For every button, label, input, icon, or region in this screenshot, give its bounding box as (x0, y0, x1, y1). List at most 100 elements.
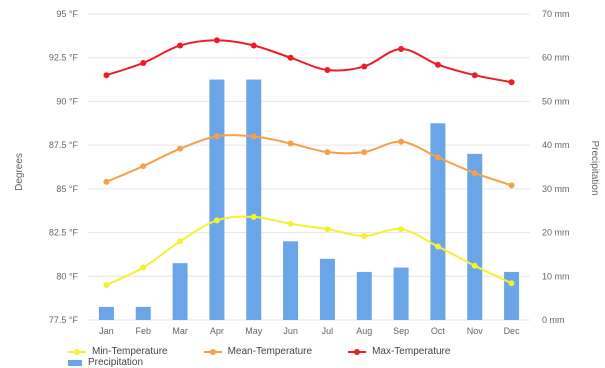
precipitation-bar (430, 123, 446, 321)
precipitation-bar (504, 271, 520, 320)
y-left-tick-label: 90 °F (56, 96, 78, 106)
precipitation-bar (356, 271, 372, 320)
x-tick-label: Oct (431, 326, 446, 336)
precipitation-bar (319, 258, 335, 320)
y-left-tick-label: 77.5 °F (49, 315, 79, 325)
legend: Min-Temperature Mean-Temperature Max-Tem… (68, 346, 588, 368)
min-temperature-point (213, 217, 220, 224)
y-right-tick-label: 0 mm (542, 315, 565, 325)
max-temperature-point (103, 72, 110, 79)
mean-temperature-point (508, 182, 515, 189)
min-temperature-point (508, 280, 515, 287)
min-temperature-point (361, 233, 368, 240)
min-temperature-point (287, 220, 294, 227)
y-right-tick-label: 10 mm (542, 271, 570, 281)
legend-precipitation[interactable]: Precipitation (68, 357, 143, 368)
x-tick-label: May (245, 326, 263, 336)
y-left-tick-label: 95 °F (56, 9, 78, 19)
precipitation-bar (467, 153, 483, 320)
x-tick-label: Jul (322, 326, 334, 336)
max-temperature-point (213, 37, 220, 44)
chart-canvas: 77.5 °F 0 mm 80 °F 10 mm 82.5 °F 20 mm 85 °F 30… (14, 9, 600, 336)
min-temperature-point (250, 213, 257, 220)
mean-temperature-point (324, 149, 331, 156)
max-temperature-point (140, 59, 147, 66)
precipitation-bar (283, 241, 299, 320)
y-left-title: Degrees (14, 153, 25, 191)
precipitation-bar (209, 79, 225, 320)
precipitation-bar (98, 306, 114, 320)
legend-label-max: Max-Temperature (372, 346, 451, 357)
legend-label-precip: Precipitation (88, 357, 144, 368)
y-right-tick-label: 40 mm (542, 140, 570, 150)
mean-temperature-point (250, 133, 257, 140)
max-temperature-point (361, 63, 368, 70)
min-temperature-point (324, 226, 331, 233)
gridlines (88, 13, 530, 321)
legend-label-mean: Mean-Temperature (227, 346, 313, 357)
y-right-tick-label: 70 mm (542, 9, 570, 19)
y-left-tick-label: 92.5 °F (49, 53, 79, 63)
max-temperature-point (287, 54, 294, 61)
max-temperature-point (508, 79, 515, 86)
precipitation-swatch-icon (68, 359, 82, 366)
min-temp-swatch-icon (68, 348, 86, 355)
mean-temperature-point (434, 154, 441, 161)
x-tick-label: Feb (135, 326, 151, 336)
precipitation-bar (246, 79, 262, 320)
y-right-tick-label: 50 mm (542, 96, 570, 106)
y-left-tick-label: 80 °F (56, 271, 78, 281)
mean-temp-swatch-icon (203, 348, 222, 355)
legend-max-temperature[interactable]: Max-Temperature (348, 346, 450, 357)
min-temperature-point (177, 238, 184, 245)
max-temperature-point (177, 42, 184, 49)
precipitation-bar (135, 306, 151, 320)
max-temperature-point (398, 45, 405, 52)
precipitation-bar (172, 263, 188, 320)
max-temperature-point (471, 72, 478, 79)
mean-temperature-point (213, 133, 220, 140)
mean-temperature-point (471, 170, 478, 177)
mean-temperature-point (177, 145, 184, 152)
y-left-tick-label: 82.5 °F (49, 228, 79, 238)
x-tick-label: Dec (504, 326, 521, 336)
min-temperature-point (471, 262, 478, 269)
mean-temperature-point (140, 163, 147, 170)
y-left-tick-label: 87.5 °F (49, 140, 79, 150)
precipitation-bar (393, 267, 409, 320)
x-tick-label: Mar (172, 326, 188, 336)
max-temperature-point (250, 42, 257, 49)
y-right-tick-label: 20 mm (542, 228, 570, 238)
x-tick-label: Nov (467, 326, 484, 336)
mean-temperature-line (106, 134, 512, 187)
x-tick-label: Apr (210, 326, 224, 336)
legend-label-min: Min-Temperature (92, 346, 168, 357)
min-temperature-point (434, 243, 441, 250)
x-tick-label: Jun (283, 326, 298, 336)
mean-temperature-point (361, 149, 368, 156)
min-temperature-point (398, 226, 405, 233)
max-temperature-point (434, 61, 441, 68)
axes: 77.5 °F 0 mm 80 °F 10 mm 82.5 °F 20 mm 85 °F 30… (49, 9, 570, 336)
x-tick-label: Aug (356, 326, 372, 336)
max-temperature-line (106, 39, 512, 84)
y-right-tick-label: 60 mm (542, 53, 570, 63)
x-tick-label: Sep (393, 326, 409, 336)
y-left-tick-label: 85 °F (56, 184, 78, 194)
y-right-title: Precipitation (589, 140, 600, 195)
legend-min-temperature[interactable]: Min-Temperature (68, 346, 168, 357)
min-temperature-point (140, 264, 147, 271)
mean-temperature-point (103, 178, 110, 185)
temperature-lines (103, 37, 515, 289)
min-temperature-point (103, 282, 110, 289)
legend-mean-temperature[interactable]: Mean-Temperature (203, 346, 313, 357)
max-temp-swatch-icon (348, 348, 367, 355)
precipitation-bars (98, 79, 520, 321)
y-right-tick-label: 30 mm (542, 184, 570, 194)
x-tick-label: Jan (99, 326, 114, 336)
mean-temperature-point (398, 138, 405, 145)
max-temperature-point (324, 66, 331, 73)
mean-temperature-point (287, 140, 294, 147)
min-temperature-line (105, 215, 513, 286)
